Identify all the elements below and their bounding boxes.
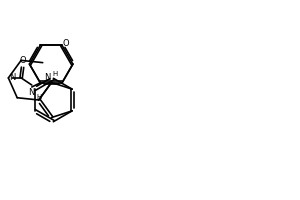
Text: O: O (63, 39, 69, 48)
Text: N: N (44, 73, 51, 82)
Text: O: O (19, 56, 26, 65)
Text: N: N (28, 88, 35, 97)
Text: H: H (36, 94, 41, 100)
Text: H: H (53, 71, 58, 77)
Text: N: N (9, 73, 16, 82)
